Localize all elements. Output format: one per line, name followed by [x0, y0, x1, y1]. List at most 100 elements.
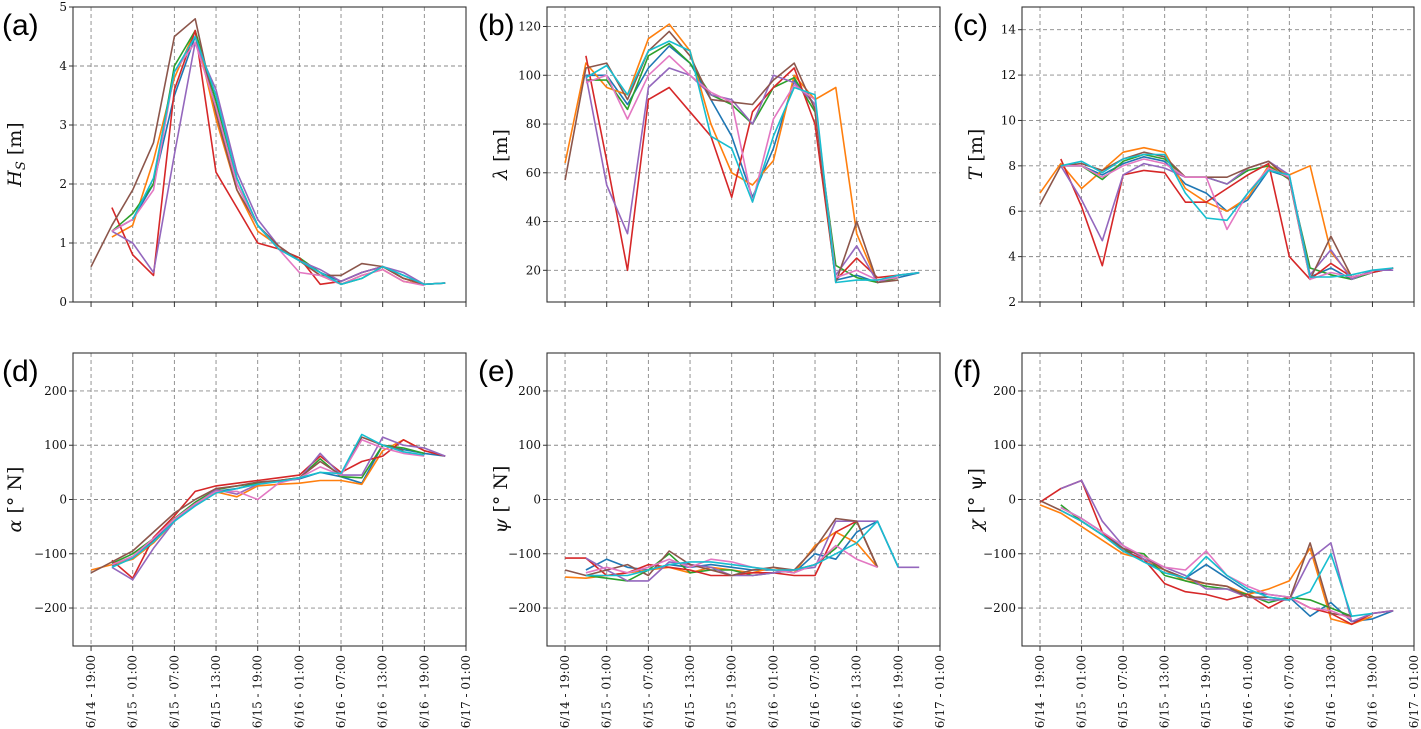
- y-tick-label: −100: [34, 547, 67, 561]
- x-tick-label: 06/16 - 19:00: [891, 655, 905, 729]
- y-tick-label: 100: [518, 438, 541, 452]
- y-tick-label: −100: [983, 547, 1016, 561]
- x-tick-label: 06/16 - 13:00: [376, 655, 390, 729]
- x-tick-label: 06/16 - 07:00: [334, 655, 348, 729]
- x-tick-label: 06/16 - 07:00: [808, 655, 822, 729]
- y-tick-label: 1: [59, 236, 67, 250]
- y-tick-label: 60: [526, 166, 541, 180]
- axes-frame: [546, 352, 941, 647]
- x-tick-label: 06/15 - 19:00: [725, 655, 739, 729]
- panel-label: (e): [478, 355, 515, 388]
- y-tick-label: 0: [59, 493, 67, 507]
- panel-f: −200 −100 0 100 200 χ [° ψ] (f) 06/14 - 19:00 06…: [953, 352, 1421, 729]
- y-tick-label: 100: [518, 68, 541, 82]
- y-tick-label: 120: [518, 20, 541, 34]
- panel-label: (d): [2, 355, 39, 388]
- series-line-4: [1060, 158, 1394, 281]
- series-group: [564, 23, 920, 284]
- y-tick-label: 40: [526, 215, 541, 229]
- series-line-1: [585, 45, 920, 284]
- series-line-8: [585, 40, 920, 284]
- series-line-5: [1060, 479, 1394, 623]
- x-tick-label: 06/15 - 13:00: [683, 655, 697, 729]
- panel-b: 20 40 60 80 100 120 λ [m] (b): [478, 6, 941, 307]
- x-tick-label: 06/14 - 19:00: [1033, 655, 1047, 729]
- panel-e: −200 −100 0 100 200 ψ [° N] (e) 06/14 - 19:00 06…: [478, 352, 947, 729]
- series-line-8: [131, 35, 446, 286]
- series-line-2: [90, 439, 425, 571]
- y-tick-label: 200: [993, 384, 1016, 398]
- y-axis-label: λ [m]: [490, 129, 512, 181]
- y-tick-label: 0: [59, 295, 67, 309]
- series-line-5: [1060, 160, 1394, 281]
- x-tick-label: 06/15 - 07:00: [641, 655, 655, 729]
- y-tick-label: −100: [508, 547, 541, 561]
- series-line-7: [585, 544, 878, 574]
- series-line-5: [585, 67, 920, 284]
- x-tick-label: 06/16 - 13:00: [1324, 655, 1338, 729]
- series-line-7: [1060, 158, 1373, 281]
- y-tick-label: 0: [1008, 493, 1016, 507]
- x-tick-label: 06/15 - 07:00: [1116, 655, 1130, 729]
- series-line-6: [564, 517, 879, 577]
- panel-label: (b): [478, 9, 515, 42]
- series-group: [564, 517, 920, 582]
- series-line-4: [565, 520, 879, 577]
- y-tick-label: 12: [1001, 68, 1016, 82]
- panel-label: (f): [953, 355, 981, 388]
- x-tick-label: 06/16 - 07:00: [1282, 655, 1296, 729]
- x-tick-label: 06/15 - 19:00: [251, 655, 265, 729]
- y-tick-label: 20: [526, 263, 541, 277]
- y-tick-label: 14: [1001, 23, 1017, 37]
- panel-label: (c): [953, 9, 988, 42]
- panel-a: 0 1 2 3 4 5 HS [m] (a): [2, 0, 467, 309]
- y-tick-label: 8: [1008, 159, 1016, 173]
- series-group: [90, 433, 446, 581]
- series-group: [1039, 146, 1394, 281]
- panel-label: (a): [2, 9, 39, 42]
- panel-d: −200 −100 0 100 200 α [° N] (d) 06/14 - 19:00 06…: [2, 352, 473, 729]
- y-tick-label: 200: [518, 384, 541, 398]
- series-line-4: [1039, 479, 1394, 626]
- x-tick-label: 06/15 - 13:00: [1158, 655, 1172, 729]
- x-tick-label: 06/14 - 19:00: [558, 655, 572, 729]
- y-tick-label: 3: [59, 118, 67, 132]
- series-line-1: [111, 444, 446, 567]
- x-tick-label: 06/16 - 13:00: [850, 655, 864, 729]
- y-tick-label: −200: [508, 601, 541, 615]
- series-line-7: [111, 439, 425, 566]
- y-tick-label: −200: [983, 601, 1016, 615]
- axes-frame: [72, 6, 467, 303]
- axes-frame: [546, 6, 941, 303]
- y-tick-label: 0: [533, 493, 541, 507]
- y-axis-label: α [° N]: [4, 467, 26, 533]
- series-line-7: [111, 41, 425, 287]
- y-tick-label: 6: [1008, 204, 1016, 218]
- series-line-8: [585, 520, 900, 577]
- axes-frame: [1021, 352, 1415, 647]
- y-axis-label: HS [m]: [4, 122, 29, 187]
- series-line-3: [585, 42, 899, 284]
- series-line-7: [585, 55, 899, 281]
- x-tick-label: 06/16 - 01:00: [1241, 655, 1255, 729]
- series-line-8: [111, 433, 425, 569]
- x-tick-label: 06/17 - 01:00: [459, 655, 473, 729]
- series-line-8: [1060, 509, 1373, 617]
- series-line-2: [564, 23, 899, 284]
- y-tick-label: 200: [44, 384, 67, 398]
- x-tick-label: 06/17 - 01:00: [933, 655, 947, 729]
- y-tick-label: −200: [34, 601, 67, 615]
- series-line-7: [1060, 506, 1352, 620]
- series-group: [90, 18, 446, 287]
- y-tick-label: 80: [526, 117, 541, 131]
- y-tick-label: 100: [44, 438, 67, 452]
- x-tick-label: 06/15 - 07:00: [167, 655, 181, 729]
- x-tick-label: 06/15 - 01:00: [600, 655, 614, 729]
- series-line-8: [1060, 153, 1394, 278]
- axes-frame: [72, 352, 467, 647]
- series-line-3: [111, 444, 425, 565]
- series-line-4: [585, 55, 920, 281]
- y-axis-label: T [m]: [965, 129, 987, 181]
- y-axis-label: ψ [° N]: [490, 466, 512, 534]
